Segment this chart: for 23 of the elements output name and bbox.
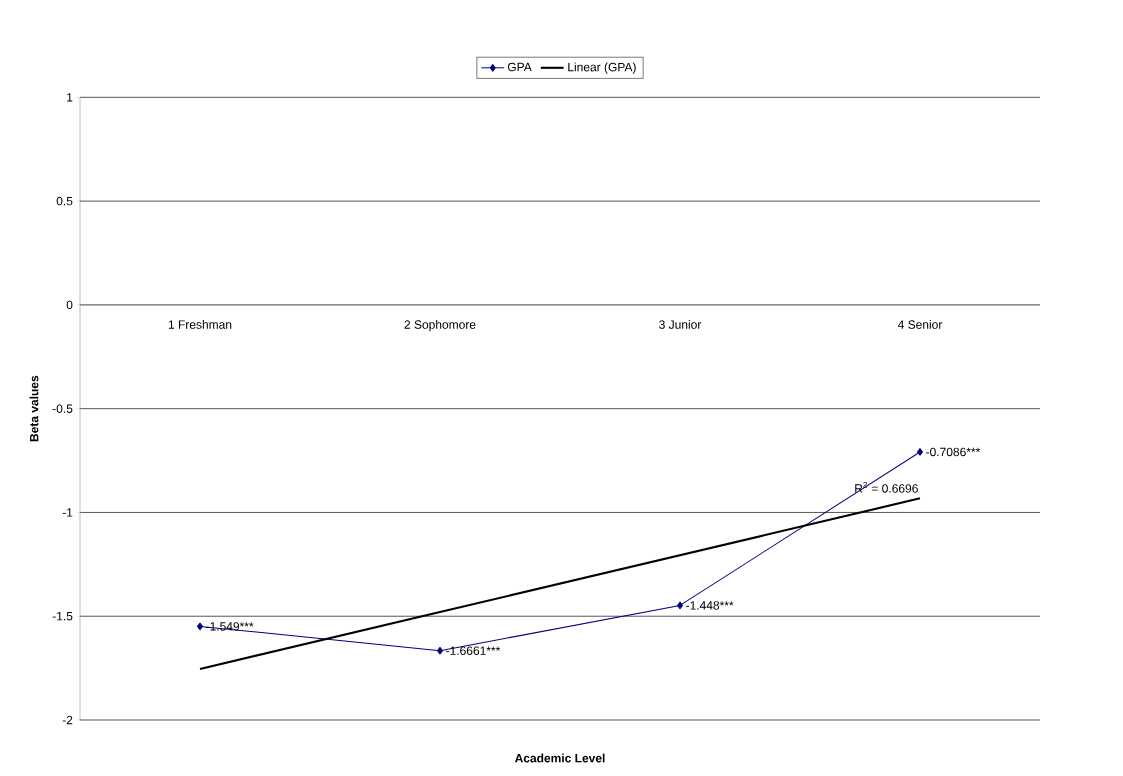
y-tick-label: 1	[67, 93, 73, 102]
y-tick-label: -1.5	[52, 612, 73, 621]
legend-label: GPA	[507, 62, 532, 72]
data-label: -1.549***	[206, 622, 254, 631]
x-tick-label: 4 Senior	[897, 320, 943, 329]
y-axis-title: Beta values	[29, 375, 39, 442]
x-tick-label: 1 Freshman	[168, 320, 232, 329]
annotation: R$^{2}$ = 0.6696	[855, 481, 918, 493]
x-axis-title: Academic Level	[514, 753, 605, 763]
data-label: -1.448***	[686, 601, 734, 610]
point	[197, 622, 204, 631]
point	[437, 646, 444, 655]
data-label: -0.7086***	[926, 447, 981, 457]
y-tick-label: -1	[62, 508, 73, 517]
point	[917, 448, 923, 456]
y-tick-label: 0	[66, 300, 73, 310]
y-tick-label: 0.5	[56, 196, 73, 206]
data-label: -1.6661***	[446, 646, 501, 655]
x-tick-label: 3 Junior	[659, 320, 702, 329]
legend-label: Linear (GPA)	[568, 62, 636, 74]
y-tick-label: -2	[62, 715, 73, 725]
x-tick-label: 2 Sophomore	[404, 320, 476, 332]
y-tick-label: -0.5	[52, 404, 73, 413]
